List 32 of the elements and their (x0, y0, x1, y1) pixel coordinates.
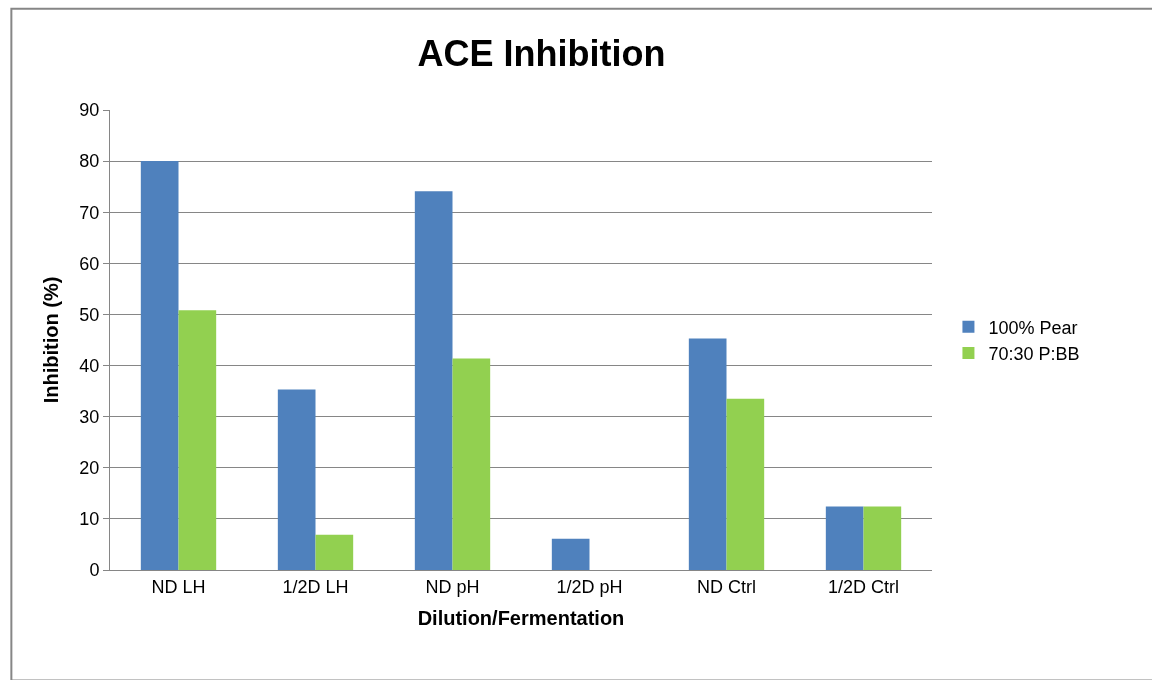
y-tick-label: 0 (89, 560, 100, 581)
bar (277, 389, 316, 570)
y-tick-label: 90 (79, 100, 100, 121)
x-axis-title: Dilution/Fermentation (417, 607, 625, 630)
chart-title: ACE Inhibition (417, 33, 666, 74)
y-tick-label: 80 (79, 151, 100, 172)
y-axis-title: Inhibition (%) (39, 276, 62, 404)
x-tick-label: ND Ctrl (697, 576, 756, 597)
bar (178, 310, 217, 570)
y-tick-label: 50 (79, 304, 100, 325)
y-tick-label: 60 (79, 253, 100, 274)
x-tick-label: 1/2D Ctrl (827, 576, 900, 597)
bar (863, 506, 902, 570)
legend-label: 100% Pear (988, 317, 1078, 338)
bar (140, 161, 179, 570)
bar (452, 358, 491, 570)
bar (315, 534, 354, 570)
bar (825, 506, 864, 570)
bar (688, 338, 727, 570)
x-tick-label: 1/2D pH (556, 576, 623, 597)
y-tick-label: 10 (79, 509, 100, 530)
x-tick-label: ND pH (425, 576, 480, 597)
y-tick-label: 30 (79, 406, 100, 427)
legend-label: 70:30 P:BB (988, 344, 1080, 365)
y-tick-label: 20 (79, 458, 100, 479)
bar (414, 191, 453, 570)
y-tick-label: 40 (79, 355, 100, 376)
x-tick-label: 1/2D LH (282, 576, 349, 597)
bar (551, 538, 590, 570)
bar (726, 398, 765, 570)
y-tick-label: 70 (79, 202, 100, 223)
x-tick-label: ND LH (151, 576, 206, 597)
